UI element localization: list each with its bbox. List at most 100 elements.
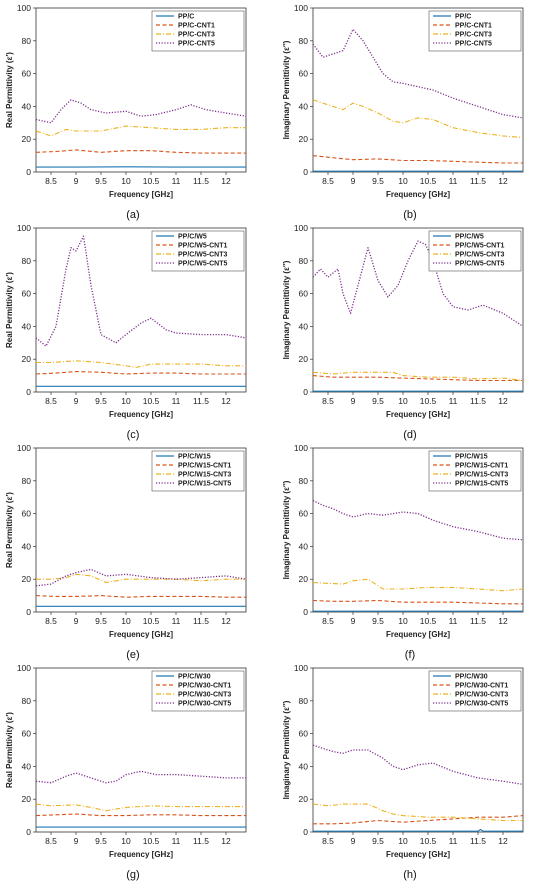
y-tick-label: 100 <box>294 3 308 13</box>
legend-label: PP/C/W15-CNT3 <box>455 472 508 479</box>
x-tick-label: 11.5 <box>470 176 486 186</box>
chart-panel-a: 0 20 40 60 80 100 8.5 9 9.5 10 10.5 11 11.5 12 Frequen… <box>5 3 247 221</box>
series-group <box>36 770 246 828</box>
x-tick-label: 9 <box>351 176 356 186</box>
x-tick-label: 8.5 <box>322 176 334 186</box>
plot-frame <box>35 227 247 393</box>
legend-box <box>151 10 245 52</box>
y-tick-label: 20 <box>22 794 32 804</box>
y-tick-label: 40 <box>299 321 309 331</box>
panel-caption: (f) <box>405 649 415 661</box>
legend-label: PP/C-CNT5 <box>455 41 492 48</box>
x-tick-label: 8.5 <box>322 616 334 626</box>
series-line-3 <box>313 803 523 822</box>
y-tick-label: 0 <box>26 387 31 397</box>
y-tick-label: 40 <box>299 541 309 551</box>
y-axis-label: Real Permittivity (ε′) <box>5 712 14 788</box>
legend: PP/C PP/C-CNT1 PP/C-CNT3 PP/C-CNT5 <box>151 10 245 52</box>
y-tick-label: 40 <box>22 101 32 111</box>
x-axis-label: Frequency [GHz] <box>386 630 450 639</box>
series-line-4 <box>36 99 246 124</box>
x-tick-label: 12 <box>221 176 231 186</box>
series-line-2 <box>36 149 246 154</box>
legend-label: PP/C/W15-CNT1 <box>178 463 231 470</box>
x-tick-label: 10 <box>121 396 131 406</box>
legend-label: PP/C/W15-CNT1 <box>455 463 508 470</box>
x-tick-label: 11.5 <box>193 396 209 406</box>
panel-caption: (a) <box>126 209 139 221</box>
series-group <box>36 568 246 607</box>
legend-label: PP/C/W30 <box>178 674 211 681</box>
plot-frame <box>35 667 247 833</box>
legend-box <box>151 230 245 272</box>
y-tick-label: 20 <box>299 134 309 144</box>
y-axis-label: Imaginary Permittivity (ε″) <box>282 40 291 139</box>
legend: PP/C PP/C-CNT1 PP/C-CNT3 PP/C-CNT5 <box>428 10 522 52</box>
legend-label: PP/C/W5 <box>455 234 484 241</box>
series-line-2 <box>313 155 523 164</box>
y-axis-label: Real Permittivity (ε′) <box>5 492 14 568</box>
y-axis-label: Real Permittivity (ε′) <box>5 52 14 128</box>
x-tick-label: 11 <box>172 836 181 846</box>
legend-label: PP/C-CNT3 <box>178 32 215 39</box>
y-tick-label: 100 <box>17 663 31 673</box>
x-tick-label: 9 <box>351 396 356 406</box>
legend-label: PP/C/W15-CNT5 <box>178 481 231 488</box>
legend-label: PP/C/W5-CNT3 <box>455 252 505 259</box>
legend-label: PP/C-CNT1 <box>455 23 492 30</box>
chart-panel-h: 0 20 40 60 80 100 8.5 9 9.5 10 10.5 11 11.5 12 Frequen… <box>282 663 524 881</box>
chart-panel-b: 0 20 40 60 80 100 8.5 9 9.5 10 10.5 11 11.5 12 Frequen… <box>282 3 524 221</box>
legend-box <box>151 450 245 492</box>
legend: PP/C/W30 PP/C/W30-CNT1 PP/C/W30-CNT3 PP/C/W… <box>428 670 522 712</box>
series-line-2 <box>36 813 246 817</box>
x-tick-label: 10 <box>398 836 408 846</box>
series-line-2 <box>36 370 246 375</box>
x-tick-label: 11.5 <box>193 616 209 626</box>
y-tick-label: 80 <box>299 256 309 266</box>
x-tick-label: 8.5 <box>322 396 334 406</box>
x-tick-label: 10.5 <box>420 616 437 626</box>
x-tick-label: 8.5 <box>45 836 57 846</box>
y-tick-label: 40 <box>22 761 32 771</box>
x-tick-label: 11 <box>172 396 181 406</box>
x-tick-label: 9.5 <box>95 176 107 186</box>
x-axis-label: Frequency [GHz] <box>386 190 450 199</box>
y-tick-label: 20 <box>22 354 32 364</box>
legend-label: PP/C/W15-CNT5 <box>455 481 508 488</box>
y-tick-label: 40 <box>299 101 309 111</box>
legend: PP/C/W5 PP/C/W5-CNT1 PP/C/W5-CNT3 PP/C/W5-C… <box>151 230 245 272</box>
x-tick-label: 10 <box>121 176 131 186</box>
x-tick-label: 9.5 <box>372 836 384 846</box>
y-tick-label: 100 <box>17 223 31 233</box>
x-tick-label: 12 <box>221 396 231 406</box>
series-group <box>313 240 523 392</box>
y-tick-label: 0 <box>26 607 31 617</box>
x-tick-label: 10.5 <box>420 176 437 186</box>
x-tick-label: 9.5 <box>372 396 384 406</box>
x-tick-label: 12 <box>498 616 508 626</box>
x-tick-label: 8.5 <box>45 396 57 406</box>
x-tick-label: 9.5 <box>95 836 107 846</box>
y-tick-label: 80 <box>299 36 309 46</box>
legend-label: PP/C/W15 <box>178 454 211 461</box>
series-line-3 <box>313 578 523 592</box>
plot-frame <box>312 667 524 833</box>
x-tick-label: 10 <box>121 836 131 846</box>
x-axis-label: Frequency [GHz] <box>109 630 173 639</box>
x-tick-label: 11.5 <box>470 616 486 626</box>
x-tick-label: 12 <box>221 836 231 846</box>
series-line-3 <box>36 803 246 812</box>
legend-label: PP/C/W30-CNT3 <box>455 692 508 699</box>
legend-box <box>428 10 522 52</box>
y-tick-label: 20 <box>299 794 309 804</box>
panel-caption: (c) <box>127 429 140 441</box>
series-line-2 <box>36 595 246 598</box>
y-tick-label: 80 <box>299 476 309 486</box>
x-axis-label: Frequency [GHz] <box>109 410 173 419</box>
series-group <box>313 28 523 172</box>
x-tick-label: 10 <box>398 176 408 186</box>
series-line-2 <box>313 599 523 605</box>
x-tick-label: 9.5 <box>95 616 107 626</box>
x-tick-label: 9 <box>74 396 79 406</box>
legend-label: PP/C-CNT5 <box>178 41 215 48</box>
